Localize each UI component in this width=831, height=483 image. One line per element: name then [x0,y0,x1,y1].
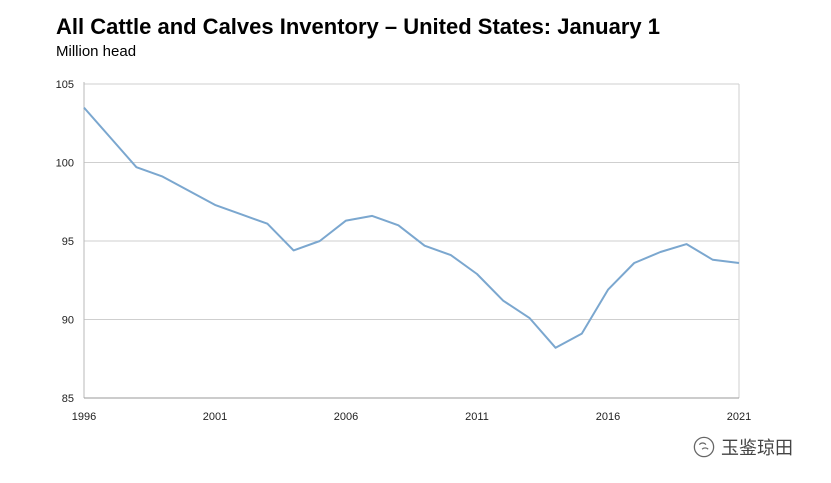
watermark: 玉鉴琼田 [693,434,793,460]
chart-subtitle: Million head [56,43,137,60]
wechat-icon [693,436,715,458]
y-tick-label: 95 [62,236,74,248]
x-tick-label: 2011 [465,411,489,423]
y-tick-label: 85 [62,393,74,405]
x-tick-label: 2001 [203,411,227,423]
y-tick-label: 105 [56,79,74,91]
x-tick-label: 2021 [727,411,751,423]
y-tick-label: 90 [62,315,74,327]
x-tick-label: 1996 [72,411,96,423]
series-line [83,106,740,349]
y-tick-label: 100 [56,158,74,170]
x-tick-label: 2016 [596,411,620,423]
x-tick-label: 2006 [334,411,358,423]
chart-title: All Cattle and Calves Inventory – United… [56,14,660,39]
watermark-text: 玉鉴琼田 [721,438,793,459]
